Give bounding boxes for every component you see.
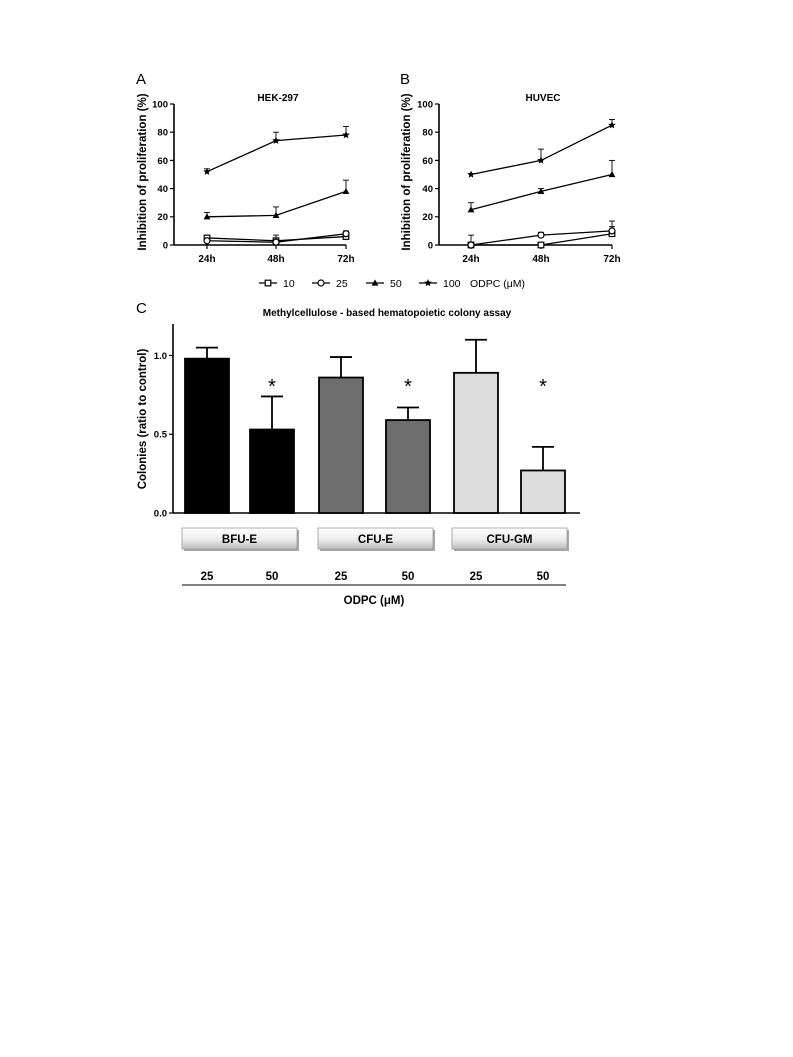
data-point: [342, 230, 350, 238]
y-tick-label: 60: [422, 156, 433, 167]
data-point: [342, 131, 350, 139]
legend-label: 10: [283, 278, 295, 290]
legend-label: 100: [443, 278, 461, 290]
bar-cfu-gm-50: [520, 469, 566, 514]
legend-label: 50: [390, 278, 402, 290]
bar-cfu-e-25: [318, 376, 364, 514]
legend-item-100: 100: [419, 278, 461, 290]
chart-title-a: HEK-297: [257, 93, 299, 104]
series-50-a: [203, 179, 350, 220]
group-box-cfu-e: CFU-E: [317, 527, 435, 551]
series-100-b: [467, 119, 616, 178]
y-tick-label: 40: [157, 184, 168, 195]
y-tick-label: 60: [157, 156, 168, 167]
y-tick-label: 100: [152, 99, 168, 110]
group-box: [181, 527, 298, 550]
data-point: [467, 170, 475, 178]
chart-title-b: HUVEC: [525, 93, 560, 104]
concentration-label: 50: [537, 571, 550, 583]
y-tick-label: 80: [422, 128, 433, 139]
data-point: [272, 211, 280, 218]
series-100-a: [203, 126, 350, 175]
data-point: [467, 241, 475, 249]
legend-concentration-label: ODPC (μM): [470, 278, 525, 290]
x-tick-label: 48h: [532, 254, 549, 265]
data-point: [608, 170, 616, 178]
y-tick-label: 0: [428, 240, 433, 251]
data-point: [203, 237, 211, 245]
data-point: [342, 187, 350, 195]
panel-letter-b: B: [400, 71, 410, 88]
concentration-label: 25: [201, 571, 214, 583]
data-point: [272, 136, 280, 144]
group-label: CFU-GM: [487, 534, 533, 546]
group-box-cfu-gm: CFU-GM: [451, 527, 569, 551]
group-label: BFU-E: [222, 534, 257, 546]
data-point: [608, 121, 616, 129]
x-tick-label: 72h: [337, 254, 354, 265]
series-50-b: [467, 159, 616, 213]
panel-a: A HEK-297 Inhibition of proliferation (%…: [136, 71, 355, 265]
y-axis-label-b: Inhibition of proliferation (%): [401, 93, 413, 250]
y-axis-label-c: Colonies (ratio to control): [137, 349, 149, 490]
group-box-bfu-e: BFU-E: [181, 527, 299, 551]
legend: ODPC (μM) 10 25 50 100: [259, 278, 525, 290]
legend-item-25: 25: [312, 278, 348, 290]
group-box: [317, 527, 434, 550]
legend-label: 25: [336, 278, 348, 290]
legend-marker: [371, 279, 379, 286]
panel-b: B HUVEC Inhibition of proliferation (%) …: [400, 71, 621, 265]
data-point: [203, 167, 211, 175]
x-tick-label: 24h: [462, 254, 479, 265]
series-25-a: [203, 230, 350, 246]
y-tick-label: 100: [417, 99, 433, 110]
data-point: [467, 206, 475, 213]
legend-marker: [264, 279, 272, 287]
concentration-label: 25: [335, 571, 348, 583]
bar-cfu-gm-25: [453, 371, 499, 514]
x-axis-label-c: ODPC (μM): [344, 595, 405, 607]
panel-letter-a: A: [136, 71, 146, 88]
bar-bfu-e-50: [249, 428, 295, 514]
panel-c: C Methylcellulose - based hematopoietic …: [136, 300, 580, 607]
legend-marker: [317, 279, 325, 287]
data-point: [608, 227, 616, 235]
y-tick-label: 80: [157, 128, 168, 139]
concentration-label: 50: [402, 571, 415, 583]
y-axis-label-a: Inhibition of proliferation (%): [137, 93, 149, 250]
series-25-b: [467, 220, 616, 249]
y-tick-label: 0: [163, 240, 168, 251]
x-tick-label: 48h: [267, 254, 284, 265]
data-point: [537, 231, 545, 239]
legend-item-10: 10: [259, 278, 295, 290]
bar-bfu-e-25: [184, 357, 230, 514]
chart-title-c: Methylcellulose - based hematopoietic co…: [263, 308, 512, 319]
data-point: [537, 156, 545, 164]
x-tick-label: 72h: [603, 254, 620, 265]
data-point: [537, 187, 545, 195]
data-point: [537, 241, 545, 249]
group-box: [451, 527, 568, 550]
y-tick-label: 40: [422, 184, 433, 195]
series-line: [470, 124, 613, 176]
y-tick-label: 0.5: [154, 430, 168, 441]
group-label: CFU-E: [358, 534, 393, 546]
y-tick-label: 20: [157, 212, 168, 223]
legend-marker: [424, 279, 432, 287]
significance-star: *: [404, 376, 412, 398]
y-tick-label: 0.0: [154, 508, 167, 519]
y-tick-label: 1.0: [154, 351, 167, 362]
significance-star: *: [539, 376, 547, 398]
x-tick-label: 24h: [198, 254, 215, 265]
data-point: [203, 213, 211, 220]
legend-item-50: 50: [366, 278, 402, 290]
significance-star: *: [268, 376, 276, 398]
data-point: [272, 238, 280, 246]
bar-cfu-e-50: [385, 419, 431, 514]
y-tick-label: 20: [422, 212, 433, 223]
panel-letter-c: C: [136, 300, 147, 317]
concentration-label: 25: [470, 571, 483, 583]
concentration-label: 50: [266, 571, 279, 583]
